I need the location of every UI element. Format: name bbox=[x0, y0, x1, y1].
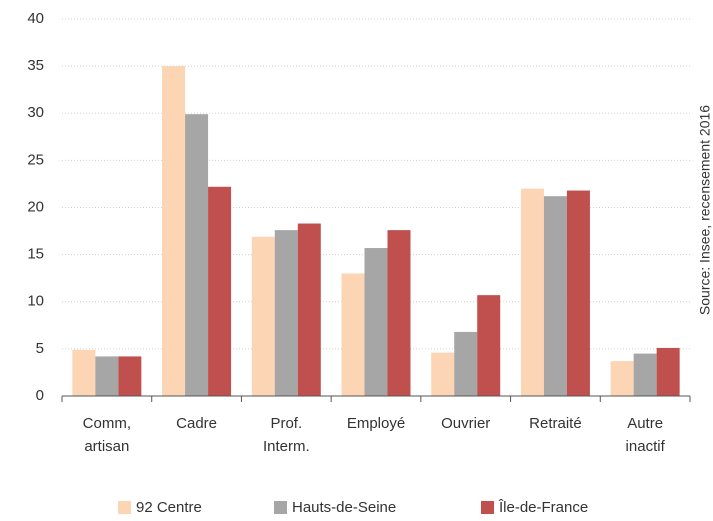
bar bbox=[364, 248, 388, 396]
bar bbox=[274, 230, 298, 396]
bar bbox=[387, 230, 411, 396]
bar bbox=[95, 356, 119, 396]
bar bbox=[297, 223, 321, 396]
y-tick-label: 40 bbox=[27, 10, 44, 27]
x-tick-label: Autre inactif bbox=[626, 415, 666, 455]
legend-label: 92 Centre bbox=[136, 499, 202, 516]
bar bbox=[454, 331, 478, 396]
legend-swatch bbox=[118, 501, 131, 514]
y-tick-label: 10 bbox=[27, 293, 44, 310]
bar bbox=[477, 295, 501, 396]
bar bbox=[431, 352, 455, 396]
bar bbox=[72, 349, 96, 396]
bar bbox=[656, 347, 680, 396]
legend-label: Hauts-de-Seine bbox=[292, 499, 396, 516]
y-tick-label: 25 bbox=[27, 151, 44, 168]
x-tick-label: Prof. Interm. bbox=[263, 415, 310, 455]
bar bbox=[185, 114, 209, 396]
bar bbox=[341, 273, 365, 396]
y-tick-label: 20 bbox=[27, 198, 44, 215]
legend-label: Île-de-France bbox=[498, 499, 588, 516]
bar bbox=[162, 66, 186, 396]
x-tick-label: Comm, artisan bbox=[83, 415, 131, 455]
x-tick-label: Employé bbox=[347, 415, 405, 432]
y-tick-label: 35 bbox=[27, 57, 44, 74]
y-tick-label: 15 bbox=[27, 246, 44, 263]
bar bbox=[543, 196, 567, 396]
bar bbox=[520, 188, 544, 396]
legend-swatch bbox=[481, 501, 494, 514]
y-tick-label: 0 bbox=[36, 387, 44, 404]
bar bbox=[251, 236, 275, 396]
y-tick-label: 30 bbox=[27, 104, 44, 121]
x-tick-label: Cadre bbox=[176, 415, 217, 432]
source-note: Source: Insee, recensement 2016 bbox=[697, 105, 713, 315]
x-tick-label: Retraité bbox=[529, 415, 582, 432]
bar bbox=[633, 353, 657, 396]
x-tick-label: Ouvrier bbox=[441, 415, 490, 432]
bar bbox=[610, 361, 634, 396]
bar bbox=[208, 186, 232, 396]
bar bbox=[118, 356, 142, 396]
legend-swatch bbox=[274, 501, 287, 514]
y-tick-label: 5 bbox=[36, 340, 44, 357]
bar bbox=[566, 190, 590, 396]
